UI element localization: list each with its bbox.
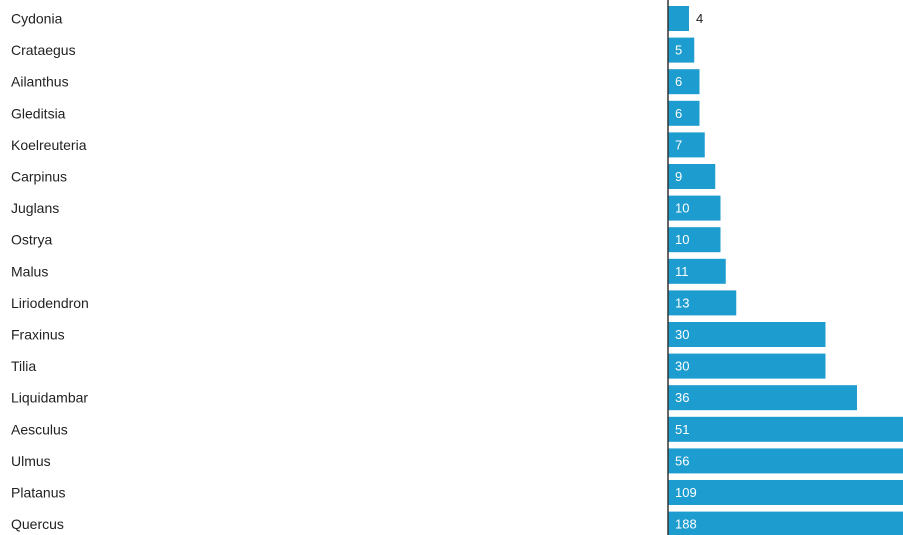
bar xyxy=(668,385,857,411)
bar xyxy=(668,37,695,63)
bar xyxy=(668,258,726,284)
bars-layer xyxy=(668,6,903,535)
bar xyxy=(668,227,721,253)
category-label: Aesculus xyxy=(11,421,68,437)
category-label: Crataegus xyxy=(11,42,76,58)
bar xyxy=(668,322,826,347)
value-label: 7 xyxy=(675,137,682,152)
bar xyxy=(668,69,700,95)
value-label: 30 xyxy=(675,327,689,342)
value-label: 13 xyxy=(675,295,689,310)
category-label: Ulmus xyxy=(11,453,51,469)
category-label: Malus xyxy=(11,263,48,279)
category-label: Cydonia xyxy=(11,11,63,27)
category-label: Tilia xyxy=(11,358,36,374)
value-label: 10 xyxy=(675,232,689,247)
bar xyxy=(668,195,721,221)
value-label: 11 xyxy=(675,264,689,279)
value-label: 109 xyxy=(675,485,697,500)
category-label: Liquidambar xyxy=(11,390,88,406)
value-label: 4 xyxy=(696,11,703,26)
value-label: 51 xyxy=(675,422,689,437)
category-label: Ailanthus xyxy=(11,74,69,90)
category-label: Quercus xyxy=(11,516,64,532)
bar xyxy=(668,511,903,535)
category-label: Koelreuteria xyxy=(11,137,87,153)
bar xyxy=(668,353,826,379)
bar xyxy=(668,132,705,158)
value-label: 36 xyxy=(675,390,689,405)
value-label: 5 xyxy=(675,43,682,58)
bar xyxy=(668,290,737,316)
value-label: 188 xyxy=(675,517,697,532)
value-label: 6 xyxy=(675,106,682,121)
category-label: Platanus xyxy=(11,485,65,501)
category-labels-layer: Cydonia Crataegus Ailanthus Gleditsia Koelre… xyxy=(11,11,89,533)
bar xyxy=(668,416,903,442)
value-label: 6 xyxy=(675,74,682,89)
bar xyxy=(668,448,903,474)
bar xyxy=(668,100,700,126)
bar xyxy=(668,6,689,31)
category-label: Fraxinus xyxy=(11,327,65,343)
value-label: 10 xyxy=(675,201,689,216)
category-label: Gleditsia xyxy=(11,105,66,121)
value-label: 30 xyxy=(675,359,689,374)
category-label: Ostrya xyxy=(11,232,52,248)
bar xyxy=(668,480,903,505)
bar xyxy=(668,164,716,189)
category-label: Carpinus xyxy=(11,169,67,185)
value-label: 56 xyxy=(675,453,689,468)
category-label: Liriodendron xyxy=(11,295,89,311)
category-label: Juglans xyxy=(11,200,59,216)
value-label: 9 xyxy=(675,169,682,184)
